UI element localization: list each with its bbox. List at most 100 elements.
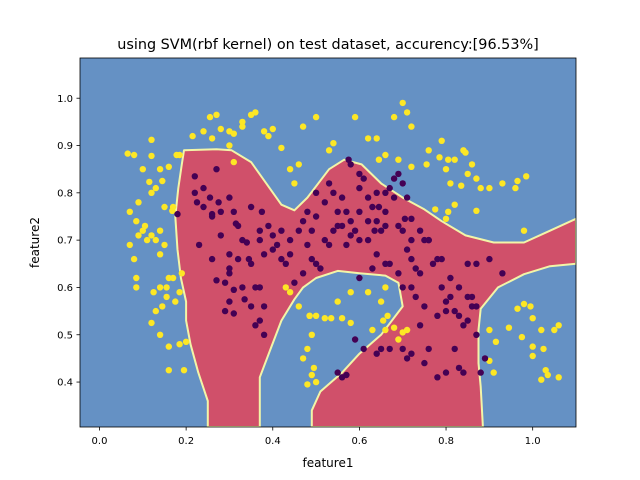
class-outer-point xyxy=(291,180,298,187)
class-outer-point xyxy=(130,255,138,263)
class-outer-point xyxy=(310,364,318,372)
class-inner-point xyxy=(451,345,458,353)
class-outer-point xyxy=(230,158,237,166)
class-inner-point xyxy=(347,232,354,239)
class-inner-point xyxy=(473,303,480,310)
class-inner-point xyxy=(373,218,380,225)
class-inner-point xyxy=(269,246,276,253)
class-inner-point xyxy=(460,369,467,376)
class-inner-point xyxy=(286,236,294,244)
class-outer-point xyxy=(176,151,183,159)
class-inner-point xyxy=(299,270,307,277)
class-inner-point xyxy=(364,218,372,225)
class-outer-point xyxy=(156,166,164,173)
class-inner-point xyxy=(325,180,333,187)
class-inner-point xyxy=(442,307,450,315)
class-outer-point xyxy=(390,113,398,121)
class-outer-point xyxy=(436,154,443,161)
class-inner-point xyxy=(265,222,272,230)
class-inner-point xyxy=(477,369,484,376)
x-tick-label: 0.6 xyxy=(351,436,367,447)
class-inner-point xyxy=(206,194,214,201)
class-outer-point xyxy=(408,163,415,170)
class-outer-point xyxy=(156,331,164,338)
class-outer-point xyxy=(312,312,320,319)
class-outer-point xyxy=(338,315,346,322)
class-outer-point xyxy=(347,289,354,296)
class-inner-point xyxy=(226,265,233,272)
class-inner-point xyxy=(403,194,411,201)
class-inner-point xyxy=(468,303,476,310)
class-outer-point xyxy=(206,113,214,121)
class-outer-point xyxy=(447,180,454,187)
class-inner-point xyxy=(226,194,233,201)
decision-region-layer xyxy=(174,148,576,427)
class-outer-point xyxy=(260,128,268,135)
class-outer-point xyxy=(152,307,159,315)
class-inner-point xyxy=(260,303,268,310)
class-outer-point xyxy=(538,376,545,383)
class-outer-point xyxy=(165,274,172,282)
class-inner-point xyxy=(412,293,419,301)
class-inner-point xyxy=(390,175,398,182)
class-inner-point xyxy=(421,359,428,367)
class-inner-point xyxy=(247,203,255,211)
class-inner-point xyxy=(421,303,428,310)
class-inner-point xyxy=(273,241,281,249)
class-inner-point xyxy=(291,279,298,286)
class-inner-point xyxy=(330,189,337,196)
class-inner-point xyxy=(382,208,389,215)
class-inner-point xyxy=(360,345,367,353)
class-inner-point xyxy=(399,345,406,353)
class-outer-point xyxy=(133,218,140,225)
class-outer-point xyxy=(518,333,526,341)
class-outer-point xyxy=(312,113,320,121)
class-outer-point xyxy=(451,156,458,163)
class-inner-point xyxy=(347,218,354,225)
class-outer-point xyxy=(304,381,311,388)
class-inner-point xyxy=(408,255,415,263)
class-outer-point xyxy=(520,300,528,308)
class-outer-point xyxy=(369,326,376,334)
class-outer-point xyxy=(152,184,159,192)
class-outer-point xyxy=(382,284,389,291)
x-axis: 0.0 0.2 0.4 0.6 0.8 1.0 xyxy=(92,427,541,447)
class-inner-point xyxy=(338,222,346,230)
class-inner-point xyxy=(375,203,383,211)
class-inner-point xyxy=(191,189,198,196)
class-inner-point xyxy=(416,322,424,329)
class-outer-point xyxy=(490,369,497,376)
class-inner-point xyxy=(217,208,224,215)
class-inner-point xyxy=(408,350,415,357)
class-inner-point xyxy=(373,189,380,196)
class-inner-point xyxy=(241,296,248,303)
class-inner-point xyxy=(442,369,450,376)
class-inner-point xyxy=(395,222,402,230)
class-inner-point xyxy=(356,170,363,178)
class-outer-point xyxy=(492,338,500,345)
class-outer-point xyxy=(176,289,183,296)
class-inner-point xyxy=(377,227,385,234)
class-outer-point xyxy=(152,236,159,244)
class-inner-point xyxy=(234,255,242,263)
x-axis-label: feature1 xyxy=(303,456,354,470)
class-outer-point xyxy=(384,312,391,319)
class-outer-point xyxy=(133,274,140,282)
y-tick-label: 0.4 xyxy=(57,378,73,389)
class-inner-point xyxy=(408,284,415,291)
class-outer-point xyxy=(325,147,333,154)
class-outer-point xyxy=(156,251,164,258)
class-inner-point xyxy=(377,345,385,353)
class-outer-point xyxy=(473,207,480,214)
class-outer-point xyxy=(486,184,493,192)
class-outer-point xyxy=(141,222,149,230)
class-inner-point xyxy=(304,241,311,249)
class-outer-point xyxy=(135,232,142,239)
class-outer-point xyxy=(347,319,354,327)
class-outer-point xyxy=(445,156,452,163)
class-inner-point xyxy=(278,255,285,263)
class-inner-point xyxy=(371,227,378,234)
class-outer-point xyxy=(458,182,465,189)
class-inner-point xyxy=(369,265,376,272)
class-inner-point xyxy=(286,251,294,258)
